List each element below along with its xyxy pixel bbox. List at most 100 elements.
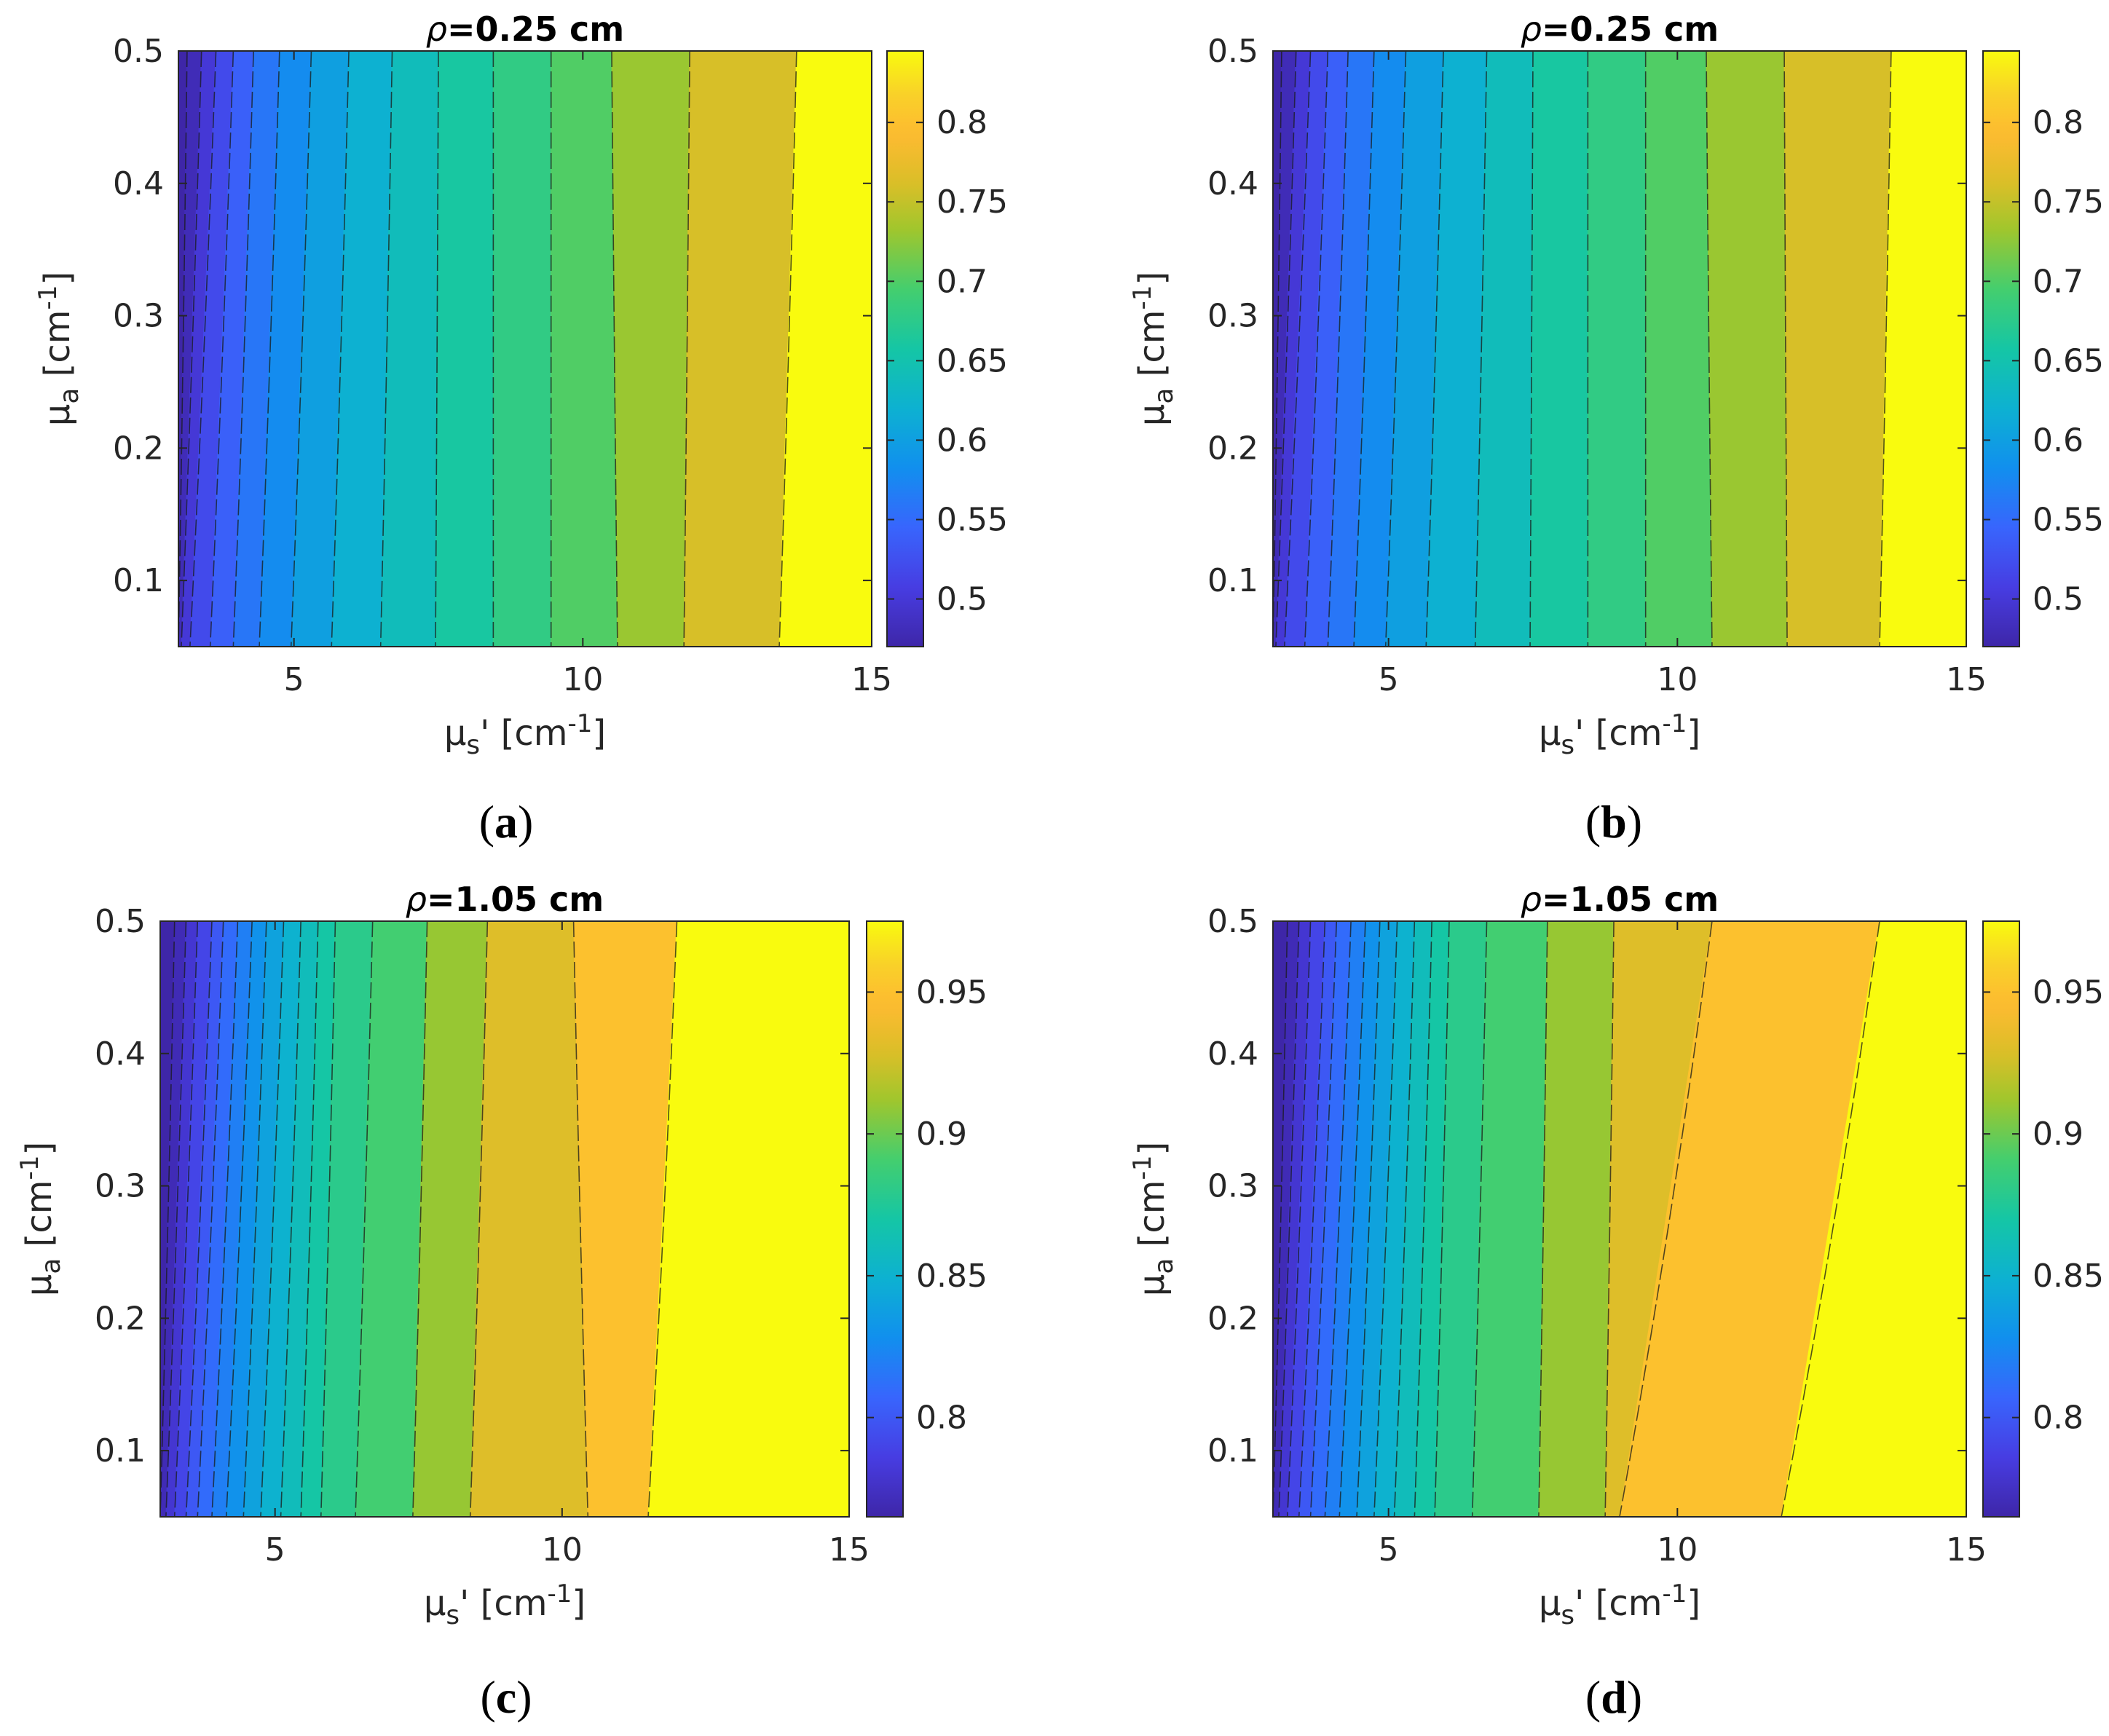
colorbar-tick-label: 0.6 <box>2033 422 2084 459</box>
x-tick-label: 5 <box>1379 1531 1399 1569</box>
contour-line <box>1783 51 1788 647</box>
contour-line <box>181 51 202 647</box>
x-tick-label: 10 <box>1657 661 1698 698</box>
x-tick-label: 15 <box>1946 1531 1987 1569</box>
contour-band <box>232 51 280 647</box>
contour-line <box>160 921 176 1517</box>
contour-band <box>197 921 238 1517</box>
colorbar-tick-label: 0.7 <box>2033 263 2084 300</box>
contour-band <box>1414 921 1450 1517</box>
colorbar-gradient <box>866 920 904 1518</box>
contour-band <box>1385 51 1444 647</box>
contour-line <box>259 51 280 647</box>
contour-band <box>551 51 618 647</box>
contour-band <box>1339 921 1381 1517</box>
colorbar-tick-label: 0.7 <box>937 263 988 300</box>
contour-band <box>1324 921 1366 1517</box>
y-tick-label: 0.2 <box>1207 430 1258 467</box>
colorbar-tick-label: 0.55 <box>2033 501 2104 538</box>
contour-line <box>1393 921 1416 1517</box>
contour-line <box>225 921 253 1517</box>
contour-band <box>1783 51 1892 647</box>
contour-band <box>165 921 198 1517</box>
contour-band <box>210 51 254 647</box>
y-tick-label: 0.5 <box>113 33 164 70</box>
x-tick-label: 15 <box>1946 661 1987 698</box>
colorbar: 0.5 0.55 0.6 0.65 0.7 0.75 0.8 <box>1982 50 2104 647</box>
contour-band <box>280 921 319 1517</box>
caption-d: (d) <box>1585 1671 1642 1723</box>
y-tick-label: 0.2 <box>113 430 164 467</box>
x-tick-label: 15 <box>829 1531 870 1569</box>
contour-band <box>291 51 350 647</box>
y-tick-label: 0.4 <box>1207 165 1258 202</box>
contour-band <box>1425 51 1488 647</box>
contour-line <box>1706 51 1713 647</box>
contour-band <box>435 51 494 647</box>
contour-line <box>1425 51 1444 647</box>
x-tick-label: 5 <box>1379 661 1399 698</box>
caption-c: (c) <box>480 1671 532 1723</box>
x-axis-label: μs' [cm-1] <box>1539 709 1700 760</box>
contour-band <box>1645 51 1713 647</box>
colorbar: 0.8 0.85 0.9 0.95 <box>866 920 988 1518</box>
contour-band <box>778 51 872 647</box>
contour-band <box>226 921 267 1517</box>
x-tick-label: 15 <box>851 661 892 698</box>
contour-line <box>173 921 199 1517</box>
contour-line <box>1273 921 1288 1517</box>
panel-b: 5 10 15 0.1 0.2 0.3 0.4 0.5 ρ=0.25 cm μs' [cm-1] μ… <box>1128 9 2104 760</box>
contour-band <box>1353 51 1406 647</box>
contour-band <box>1327 51 1375 647</box>
y-tick-label: 0.5 <box>1207 33 1258 70</box>
colorbar-tick-label: 0.5 <box>937 581 988 618</box>
x-tick-label: 5 <box>265 1531 285 1569</box>
contour-line <box>469 921 489 1517</box>
contour-line <box>1373 921 1398 1517</box>
contour-line <box>280 921 301 1517</box>
contour-line <box>1273 51 1282 647</box>
contour-line <box>379 51 393 647</box>
contour-line <box>611 51 618 647</box>
contour-band <box>355 921 428 1517</box>
contour-line <box>683 51 690 647</box>
colorbar-gradient <box>1982 920 2020 1518</box>
contour-band <box>260 921 301 1517</box>
colorbar-tick-label: 0.85 <box>916 1258 988 1295</box>
contour-band <box>492 51 552 647</box>
y-tick-label: 0.2 <box>95 1300 146 1337</box>
contour-line <box>1304 51 1329 647</box>
plot-area <box>160 921 849 1517</box>
contour-line <box>1287 921 1312 1517</box>
colorbar-tick-label: 0.5 <box>2033 581 2084 618</box>
x-tick-label: 10 <box>542 1531 583 1569</box>
y-axis-label: μa [cm-1] <box>1128 1142 1179 1296</box>
contour-band <box>683 51 797 647</box>
panel-title: ρ=1.05 cm <box>1521 880 1719 919</box>
y-tick-label: 0.5 <box>1207 903 1258 940</box>
contour-line <box>1298 921 1326 1517</box>
x-axis-label: μs' [cm-1] <box>1539 1579 1700 1630</box>
y-tick-label: 0.1 <box>95 1432 146 1469</box>
colorbar-tick-label: 0.85 <box>2033 1258 2104 1295</box>
colorbar-tick-label: 0.8 <box>937 104 988 141</box>
colorbar-tick-label: 0.8 <box>2033 104 2084 141</box>
colorbar-tick-label: 0.9 <box>916 1116 967 1153</box>
contour-line <box>211 921 239 1517</box>
contour-band <box>300 921 336 1517</box>
contour-line <box>1471 921 1488 1517</box>
colorbar-tick-label: 0.75 <box>2033 184 2104 221</box>
contour-band <box>189 51 234 647</box>
contour-band <box>174 921 213 1517</box>
contour-band <box>647 921 849 1517</box>
contour-band <box>1529 51 1588 647</box>
contour-band <box>259 51 312 647</box>
contour-line <box>260 921 285 1517</box>
contour-line <box>412 921 428 1517</box>
colorbar-gradient <box>1982 50 2020 647</box>
contour-band <box>1298 921 1337 1517</box>
contour-band <box>331 51 393 647</box>
contour-line <box>778 51 797 647</box>
y-tick-label: 0.5 <box>95 903 146 940</box>
colorbar-gradient <box>886 50 924 647</box>
